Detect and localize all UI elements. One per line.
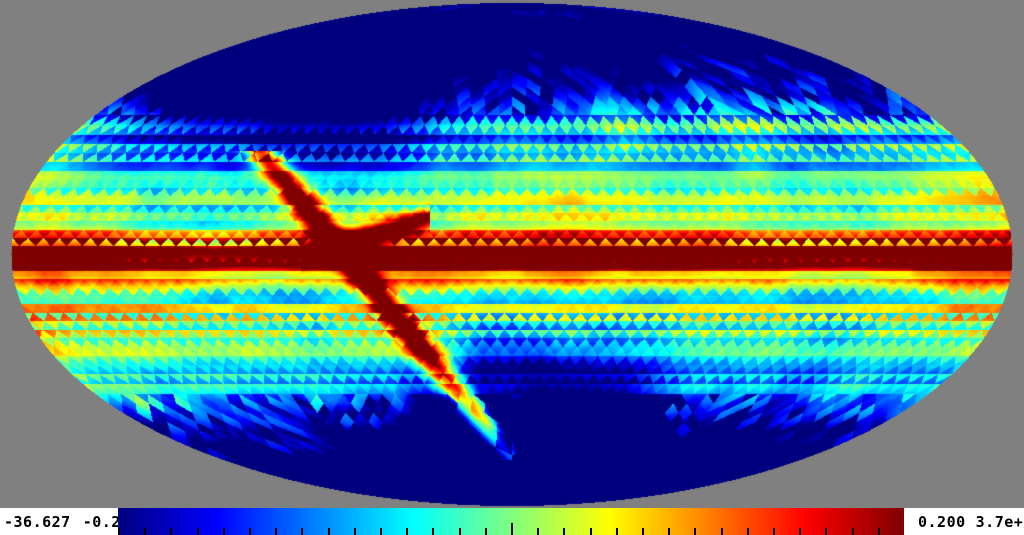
- mollweide-sky-map[interactable]: [0, 0, 1024, 508]
- colorbar-gradient: [118, 508, 904, 535]
- colorbar-data-min-label: -36.627: [4, 512, 71, 531]
- colorbar-row: -36.627 -0.200 0.200 3.7e+02: [0, 508, 1024, 535]
- colorbar-max-labels: 0.200 3.7e+02: [904, 508, 1024, 535]
- sky-map-area: [0, 0, 1024, 508]
- colorbar-vmax-label: 0.200: [918, 512, 966, 531]
- colorbar-min-labels: -36.627 -0.200: [0, 508, 139, 535]
- colorbar[interactable]: [118, 508, 906, 535]
- colorbar-data-max-label: 3.7e+02: [975, 512, 1024, 531]
